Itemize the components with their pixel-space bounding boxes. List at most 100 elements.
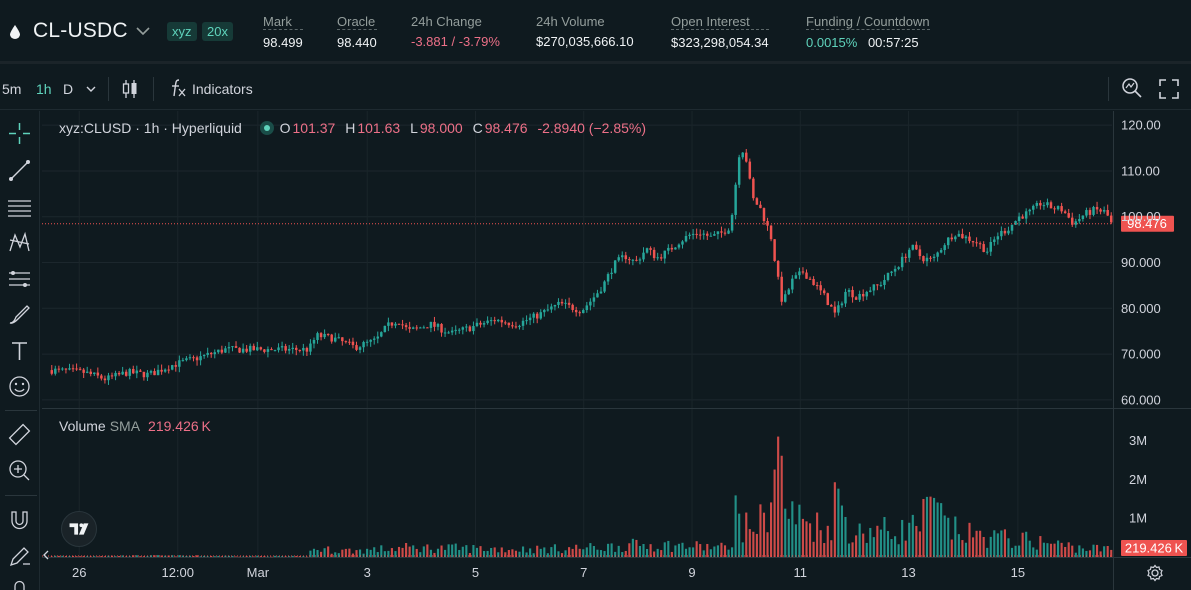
candle-body bbox=[734, 184, 737, 215]
candle-body bbox=[606, 274, 610, 282]
volume-bar bbox=[146, 556, 149, 557]
candle-body bbox=[504, 322, 507, 324]
magnet-icon[interactable] bbox=[7, 508, 32, 533]
candlestick-icon[interactable] bbox=[121, 79, 139, 99]
candle-body bbox=[202, 354, 206, 357]
volume-bar bbox=[599, 550, 603, 557]
volume-bar bbox=[419, 552, 422, 557]
candle-body bbox=[163, 369, 167, 372]
candle-body bbox=[890, 271, 893, 273]
pair-selector[interactable]: CL-USDC bbox=[33, 19, 128, 42]
candle-body bbox=[1007, 230, 1010, 234]
volume-bar bbox=[341, 549, 344, 557]
candle-body bbox=[454, 329, 457, 331]
candle-body bbox=[596, 293, 599, 298]
leverage-badge[interactable]: 20x bbox=[202, 22, 233, 41]
volume-bar bbox=[752, 531, 755, 557]
volume-bar bbox=[684, 548, 688, 557]
oil-drop-icon bbox=[10, 25, 20, 39]
volume-bar bbox=[54, 555, 57, 557]
candle-body bbox=[897, 267, 900, 269]
indicators-icon[interactable] bbox=[170, 78, 186, 98]
price-chart[interactable]: 98.476 219.426 K 120.00 110.00 100.00 90.000 8… bbox=[42, 111, 1191, 590]
volume-bar bbox=[791, 501, 794, 557]
chevron-left-icon[interactable] bbox=[42, 549, 50, 561]
volume-bar bbox=[178, 555, 181, 557]
stat-label: Mark bbox=[263, 14, 303, 30]
volume-bar bbox=[259, 556, 262, 557]
candle-body bbox=[1085, 210, 1088, 216]
interval-5m[interactable]: 5m bbox=[2, 81, 22, 97]
volume-bar bbox=[745, 512, 748, 557]
volume-bar bbox=[284, 556, 287, 557]
volume-bar bbox=[1092, 544, 1095, 557]
volume-bar bbox=[514, 550, 518, 557]
volume-bar bbox=[1042, 542, 1045, 557]
candle-body bbox=[167, 369, 170, 371]
chevron-down-icon[interactable] bbox=[86, 85, 96, 93]
change-value: -2.8940 (−2.85%) bbox=[537, 120, 647, 136]
volume-bar bbox=[805, 521, 808, 557]
volume-bar bbox=[96, 556, 99, 557]
text-icon[interactable] bbox=[7, 338, 32, 363]
market-status-icon bbox=[259, 121, 274, 135]
chart-canvas[interactable]: 98.476 219.426 K 120.00 110.00 100.00 90.000 8… bbox=[42, 111, 1191, 590]
volume-bar bbox=[302, 556, 305, 557]
candle-body bbox=[114, 372, 117, 377]
stay-in-drawing-icon[interactable] bbox=[7, 544, 32, 569]
volume-bar bbox=[440, 545, 443, 557]
candle-body bbox=[248, 345, 252, 352]
volume-bar bbox=[125, 556, 128, 557]
candle-body bbox=[858, 293, 861, 300]
candle-body bbox=[1049, 202, 1053, 209]
brush-icon[interactable] bbox=[7, 302, 32, 327]
gear-icon[interactable] bbox=[1146, 564, 1164, 582]
chevron-down-icon[interactable] bbox=[135, 25, 151, 37]
volume-bar bbox=[344, 548, 347, 557]
candle-body bbox=[769, 225, 773, 240]
candle-body bbox=[82, 369, 85, 373]
candle-body bbox=[192, 357, 195, 359]
crosshair-icon[interactable] bbox=[7, 121, 32, 146]
horizontal-lines-icon[interactable] bbox=[7, 194, 32, 219]
emoji-icon[interactable] bbox=[7, 374, 32, 399]
candle-body bbox=[968, 236, 971, 242]
candle-body bbox=[1109, 215, 1113, 223]
ruler-icon[interactable] bbox=[7, 422, 32, 447]
tradingview-logo[interactable] bbox=[61, 511, 97, 547]
zoom-search-icon[interactable] bbox=[1121, 77, 1143, 99]
volume-bar bbox=[649, 544, 652, 557]
pattern-icon[interactable] bbox=[7, 230, 32, 255]
volume-bar bbox=[826, 525, 829, 557]
candle-body bbox=[603, 281, 606, 292]
volume-bar bbox=[298, 556, 301, 557]
volume-bar bbox=[784, 508, 787, 557]
volume-bar bbox=[1103, 546, 1106, 557]
prediction-icon[interactable] bbox=[7, 266, 32, 291]
volume-bar bbox=[947, 517, 950, 557]
candle-body bbox=[291, 347, 294, 349]
volume-bar bbox=[472, 545, 475, 557]
candle-body bbox=[737, 157, 741, 185]
interval-1h[interactable]: 1h bbox=[36, 81, 52, 97]
volume-bar bbox=[777, 436, 780, 557]
candle-body bbox=[822, 290, 826, 294]
lock-icon[interactable] bbox=[7, 579, 32, 590]
interval-d[interactable]: D bbox=[63, 81, 74, 97]
volume-bar bbox=[234, 556, 238, 557]
indicators-button[interactable]: Indicators bbox=[192, 81, 253, 97]
low-label: L bbox=[410, 120, 418, 136]
volume-bar bbox=[220, 556, 223, 557]
fullscreen-icon[interactable] bbox=[1159, 79, 1179, 99]
zoom-in-icon[interactable] bbox=[7, 458, 32, 483]
volume-bar bbox=[677, 543, 681, 557]
mark-price-stat: Mark 98.499 bbox=[263, 14, 303, 50]
candle-body bbox=[869, 290, 872, 292]
trend-line-icon[interactable] bbox=[7, 158, 32, 183]
candle-body bbox=[883, 280, 886, 285]
volume-bar bbox=[738, 513, 741, 557]
toolbar-divider bbox=[5, 495, 37, 496]
candle-body bbox=[234, 346, 238, 348]
price-tick-label: 90.000 bbox=[1121, 255, 1161, 270]
volume-bar bbox=[266, 556, 269, 558]
